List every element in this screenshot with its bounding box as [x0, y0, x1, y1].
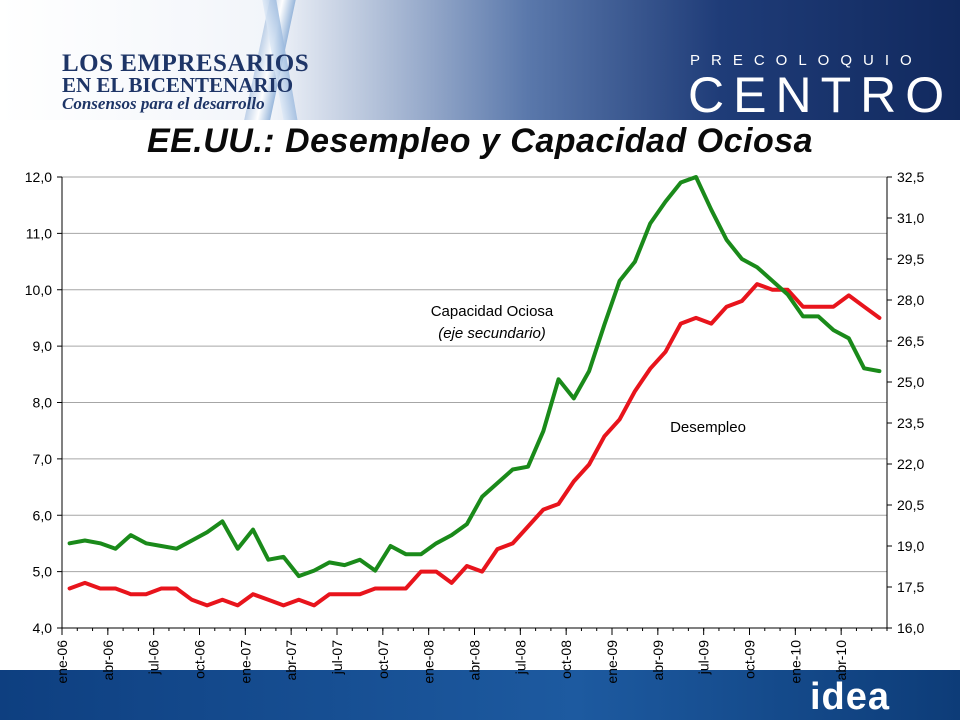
- x-axis-tick-label: ene-08: [421, 640, 437, 684]
- right-axis-tick-label: 25,0: [897, 374, 924, 390]
- x-axis-tick-label: abr-06: [100, 640, 116, 681]
- idea-logo: idea: [810, 676, 891, 718]
- left-axis-tick-label: 7,0: [33, 451, 53, 467]
- x-axis-tick-label: ene-10: [787, 640, 803, 684]
- x-axis-tick-label: jul-08: [512, 640, 528, 675]
- x-axis-tick-label: oct-07: [375, 640, 391, 679]
- right-axis-tick-label: 31,0: [897, 210, 924, 226]
- series-line-capacidad-ociosa: [67, 175, 882, 579]
- left-axis-tick-label: 10,0: [25, 282, 52, 298]
- x-axis-tick-label: oct-09: [742, 640, 758, 679]
- right-axis-tick-label: 20,5: [897, 497, 924, 513]
- x-axis-tick-label: ene-06: [54, 640, 70, 684]
- x-axis-tick-label: oct-06: [192, 640, 208, 679]
- series-line-desempleo: [67, 282, 882, 608]
- right-axis-tick-label: 16,0: [897, 620, 924, 636]
- x-axis-tick-label: jul-09: [696, 640, 712, 675]
- left-axis-tick-label: 6,0: [33, 507, 53, 523]
- annotation-eje-secundario: (eje secundario): [438, 325, 546, 342]
- x-axis-tick-label: oct-08: [558, 640, 574, 679]
- x-axis-tick-label: ene-09: [604, 640, 620, 684]
- right-axis-tick-label: 28,0: [897, 292, 924, 308]
- gridlines: [62, 176, 887, 629]
- header-banner: LOS EMPRESARIOS EN EL BICENTENARIO Conse…: [0, 0, 960, 120]
- axes: [57, 176, 892, 635]
- x-axis-tick-label: abr-07: [283, 640, 299, 681]
- annotation-desempleo: Desempleo: [670, 419, 746, 436]
- x-axis-tick-label: jul-06: [146, 640, 162, 675]
- left-axis-tick-label: 8,0: [33, 395, 53, 411]
- right-axis-tick-label: 26,5: [897, 333, 924, 349]
- annotation-capacidad: Capacidad Ociosa: [431, 303, 554, 320]
- brand-main: CENTRO: [688, 67, 954, 120]
- tick-labels: 4,0 5,0 6,0 7,0 8,0 9,0 10,0 11,0 12,0 16,0 17,5 19…: [25, 169, 925, 684]
- right-axis-tick-label: 19,0: [897, 538, 924, 554]
- logo-line-2: EN EL BICENTENARIO: [62, 73, 294, 97]
- x-axis-tick-label: ene-07: [237, 640, 253, 684]
- right-axis-tick-label: 23,5: [897, 415, 924, 431]
- left-axis-tick-label: 9,0: [33, 338, 53, 354]
- x-axis-tick-label: abr-10: [833, 640, 849, 681]
- right-axis-tick-label: 22,0: [897, 456, 924, 472]
- footer-bar: [0, 670, 960, 720]
- brand-top: PRECOLOQUIO: [690, 52, 923, 69]
- logo-line-3: Consensos para el desarrollo: [62, 94, 265, 113]
- right-axis-tick-label: 32,5: [897, 169, 924, 185]
- left-axis-tick-label: 11,0: [26, 225, 52, 241]
- series-lines: [67, 175, 882, 608]
- left-axis-tick-label: 4,0: [33, 620, 53, 636]
- left-axis-tick-label: 5,0: [33, 564, 53, 580]
- x-axis-tick-label: abr-09: [650, 640, 666, 681]
- x-axis-tick-label: jul-07: [329, 640, 345, 675]
- logo-line-1: LOS EMPRESARIOS: [62, 50, 310, 77]
- chart-title: EE.UU.: Desempleo y Capacidad Ociosa: [146, 122, 814, 160]
- right-axis-tick-label: 29,5: [897, 251, 924, 267]
- left-axis-tick-label: 12,0: [25, 169, 52, 185]
- x-axis-tick-label: abr-08: [467, 640, 483, 681]
- right-axis-tick-label: 17,5: [897, 579, 924, 595]
